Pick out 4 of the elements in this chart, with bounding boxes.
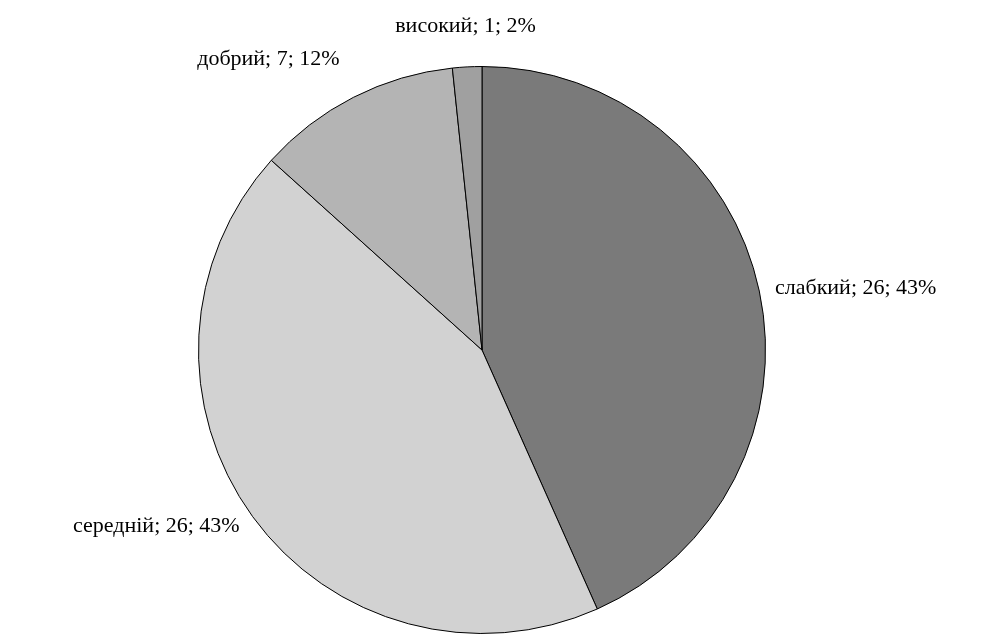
slice-label: слабкий; 26; 43%	[774, 273, 937, 299]
slice-label: високий; 1; 2%	[395, 11, 536, 37]
slice-label: добрий; 7; 12%	[197, 45, 340, 71]
slice-label: середній; 26; 43%	[73, 511, 240, 537]
